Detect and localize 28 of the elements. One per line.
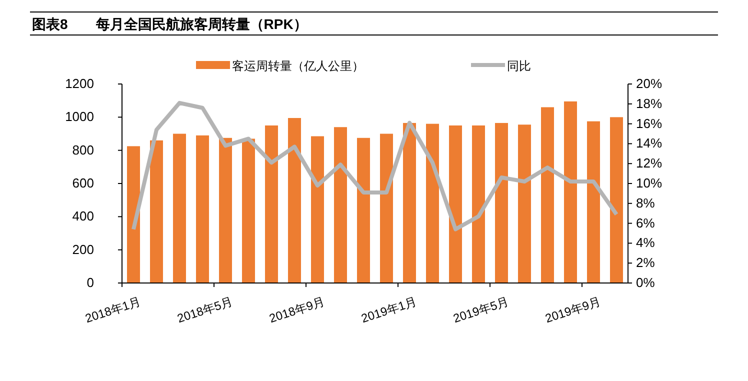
x-tick-label: 2018年5月 bbox=[176, 294, 234, 326]
legend-label: 客运周转量（亿人公里） bbox=[232, 59, 364, 73]
y2-tick-label: 6% bbox=[636, 215, 656, 230]
y-tick-label: 200 bbox=[72, 242, 94, 257]
y2-tick-label: 2% bbox=[636, 255, 656, 270]
y2-tick-label: 8% bbox=[636, 195, 656, 210]
line-series bbox=[132, 100, 618, 232]
x-tick-label: 2018年1月 bbox=[84, 294, 142, 326]
y2-tick-label: 12% bbox=[636, 156, 662, 171]
y-tick-label: 600 bbox=[72, 176, 94, 190]
x-tick-label: 2019年5月 bbox=[452, 294, 510, 326]
x-tick-label: 2018年9月 bbox=[268, 294, 326, 326]
y2-tick-label: 4% bbox=[636, 235, 656, 250]
legend-label: 同比 bbox=[507, 59, 531, 73]
y2-tick-label: 18% bbox=[636, 96, 662, 111]
y2-tick-label: 0% bbox=[636, 275, 656, 290]
y-tick-label: 1200 bbox=[65, 76, 94, 91]
y-tick-label: 800 bbox=[72, 142, 94, 158]
y-tick-label: 400 bbox=[72, 208, 94, 224]
chart-title: 图表8 每月全国民航旅客周转量（RPK） bbox=[32, 16, 308, 32]
y2-tick-label: 10% bbox=[636, 176, 662, 190]
y-tick-label: 1000 bbox=[65, 109, 94, 124]
y2-tick-label: 16% bbox=[636, 116, 662, 131]
x-tick-label: 2019年9月 bbox=[544, 294, 602, 326]
y2-tick-label: 14% bbox=[636, 136, 662, 151]
x-tick-label: 2019年1月 bbox=[360, 294, 418, 326]
y-tick-label: 0 bbox=[86, 275, 94, 290]
y2-tick-label: 20% bbox=[636, 76, 662, 91]
